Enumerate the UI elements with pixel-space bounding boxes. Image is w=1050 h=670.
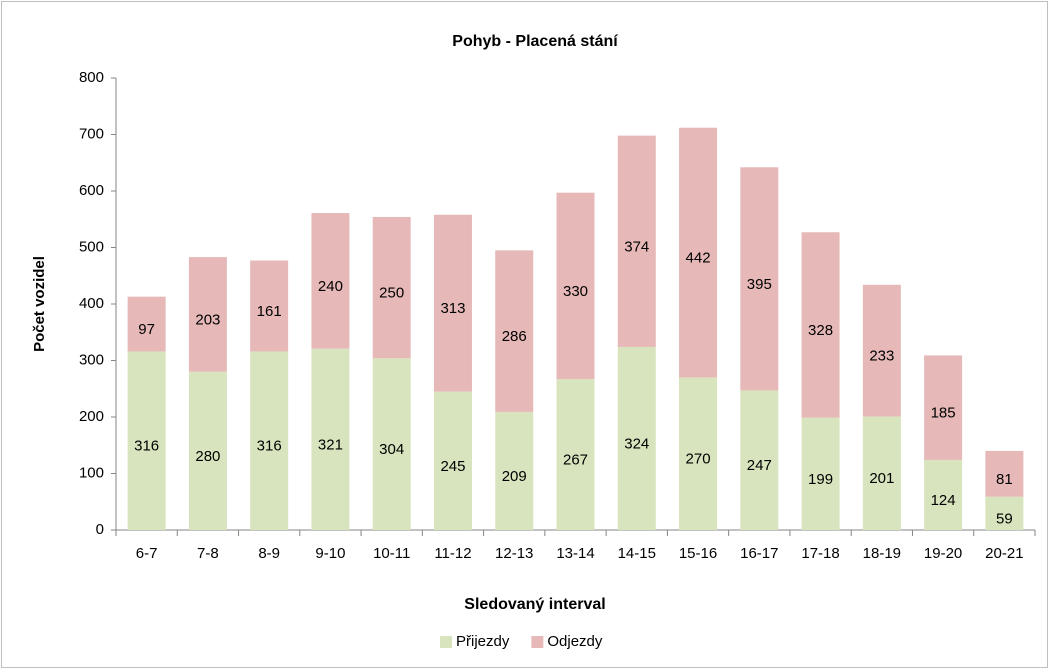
bar-segment xyxy=(924,459,963,530)
x-tick-label: 18-19 xyxy=(863,545,901,562)
y-tick-label: 500 xyxy=(79,238,104,255)
data-label: 395 xyxy=(747,276,772,293)
chart-title: Pohyb - Placená stání xyxy=(452,33,618,50)
x-tick-label: 15-16 xyxy=(679,545,717,562)
bar-segment xyxy=(740,167,779,391)
y-tick-label: 400 xyxy=(79,295,104,312)
data-label: 280 xyxy=(195,448,220,465)
x-tick-label: 10-11 xyxy=(373,545,410,562)
data-label: 250 xyxy=(379,285,404,302)
bar-segment xyxy=(250,260,289,352)
data-label: 233 xyxy=(869,348,894,365)
x-tick-label: 8-9 xyxy=(258,545,280,562)
data-label: 304 xyxy=(379,441,404,458)
data-label: 185 xyxy=(931,405,956,422)
data-label: 286 xyxy=(502,328,527,345)
x-tick-label: 11-12 xyxy=(434,545,471,562)
data-label: 81 xyxy=(996,471,1013,488)
data-label: 247 xyxy=(747,457,772,474)
legend-label: Přijezdy xyxy=(456,633,510,650)
data-label: 442 xyxy=(686,250,711,267)
bar-segment xyxy=(617,346,656,530)
bar-segment xyxy=(985,450,1024,497)
legend-swatch xyxy=(440,636,452,648)
data-label: 199 xyxy=(808,471,833,488)
x-tick-label: 16-17 xyxy=(740,545,778,562)
bar-segment xyxy=(372,358,411,530)
x-tick-label: 6-7 xyxy=(136,545,158,562)
data-label: 124 xyxy=(931,492,956,509)
data-label: 321 xyxy=(318,436,343,453)
data-label: 267 xyxy=(563,452,588,469)
x-tick-label: 12-13 xyxy=(495,545,533,562)
bar-segment xyxy=(679,127,718,378)
bar-segment xyxy=(433,391,472,530)
data-label: 240 xyxy=(318,278,343,295)
y-tick-label: 200 xyxy=(79,408,104,425)
bar-segment xyxy=(495,411,534,530)
data-label: 316 xyxy=(134,438,159,455)
bar-segment xyxy=(188,371,227,530)
data-label: 316 xyxy=(257,438,282,455)
y-tick-label: 300 xyxy=(79,351,104,368)
data-label: 374 xyxy=(624,238,649,255)
bar-segment xyxy=(311,348,350,530)
bar-segment xyxy=(188,257,227,372)
bar-segment xyxy=(433,214,472,392)
legend-label: Odjezdy xyxy=(547,633,603,650)
bar-segment xyxy=(862,284,901,417)
bar-segment xyxy=(617,135,656,347)
data-label: 59 xyxy=(996,510,1013,527)
bar-segment xyxy=(924,355,963,460)
data-label: 97 xyxy=(138,321,155,338)
x-tick-label: 9-10 xyxy=(315,545,345,562)
bar-segment xyxy=(556,192,595,380)
legend-swatch xyxy=(531,636,544,648)
x-tick-label: 20-21 xyxy=(985,545,1023,562)
data-label: 330 xyxy=(563,283,588,300)
y-tick-label: 800 xyxy=(79,69,104,86)
x-axis-label: Sledovaný interval xyxy=(464,596,605,613)
y-tick-label: 600 xyxy=(79,182,104,199)
data-label: 201 xyxy=(869,470,894,487)
bar-segment xyxy=(495,250,534,412)
bar-segment xyxy=(250,351,289,530)
bar-segment xyxy=(556,379,595,530)
x-tick-label: 7-8 xyxy=(197,545,219,562)
bar-segment xyxy=(127,351,166,530)
x-tick-label: 14-15 xyxy=(618,545,656,562)
bar-segment xyxy=(311,213,350,349)
x-tick-label: 13-14 xyxy=(556,545,594,562)
bar-segment xyxy=(862,416,901,530)
y-tick-label: 100 xyxy=(79,464,104,481)
y-axis-label: Počet vozidel xyxy=(31,256,48,352)
data-label: 245 xyxy=(440,458,465,475)
x-tick-label: 19-20 xyxy=(924,545,962,562)
data-label: 328 xyxy=(808,322,833,339)
bar-segment xyxy=(679,377,718,530)
bar-segment xyxy=(801,232,840,418)
bar-segment xyxy=(801,417,840,530)
x-tick-label: 17-18 xyxy=(801,545,839,562)
data-label: 209 xyxy=(502,468,527,485)
y-tick-label: 0 xyxy=(96,521,104,538)
bar-segment xyxy=(127,296,166,352)
data-label: 270 xyxy=(686,451,711,468)
data-label: 161 xyxy=(257,303,282,320)
data-label: 324 xyxy=(624,435,649,452)
data-label: 203 xyxy=(195,311,220,328)
bar-segment xyxy=(985,496,1024,530)
bar-segment xyxy=(740,390,779,530)
data-label: 313 xyxy=(440,300,465,317)
bar-segment xyxy=(372,216,411,359)
y-tick-label: 700 xyxy=(79,125,104,142)
